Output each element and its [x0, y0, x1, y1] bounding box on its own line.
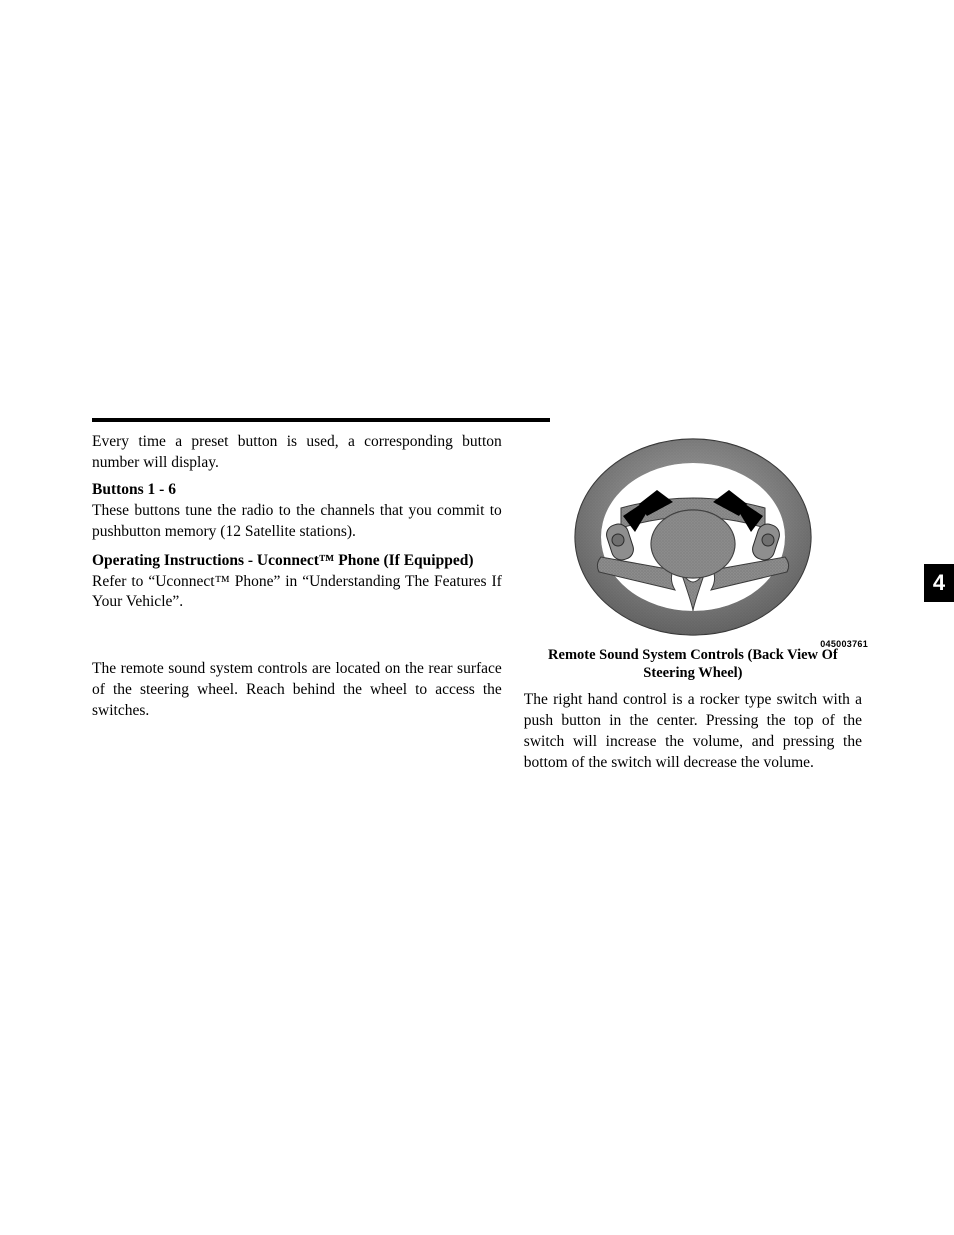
- header-rule: [92, 418, 550, 422]
- steering-wheel-icon: [563, 432, 823, 642]
- section-gap: [92, 619, 502, 659]
- left-column: Every time a preset button is used, a co…: [92, 432, 502, 780]
- remote-controls-body: The remote sound system controls are loc…: [92, 659, 502, 722]
- operating-heading: Operating Instructions - Uconnect™ Phone…: [92, 551, 502, 572]
- two-column-layout: Every time a preset button is used, a co…: [92, 432, 862, 780]
- right-body-paragraph: The right hand control is a rocker type …: [524, 690, 862, 774]
- page-content: Every time a preset button is used, a co…: [92, 418, 862, 780]
- section-tab-number: 4: [933, 570, 945, 596]
- intro-paragraph: Every time a preset button is used, a co…: [92, 432, 502, 474]
- buttons-heading: Buttons 1 - 6: [92, 480, 502, 501]
- figure-caption: Remote Sound System Controls (Back View …: [524, 646, 862, 682]
- steering-wheel-figure: 045003761: [524, 432, 862, 642]
- section-tab: 4: [924, 564, 954, 602]
- right-column: 045003761 Remote Sound System Controls (…: [524, 432, 862, 780]
- operating-body: Refer to “Uconnect™ Phone” in “Understan…: [92, 572, 502, 614]
- figure-id-label: 045003761: [820, 638, 868, 650]
- buttons-body: These buttons tune the radio to the chan…: [92, 501, 502, 543]
